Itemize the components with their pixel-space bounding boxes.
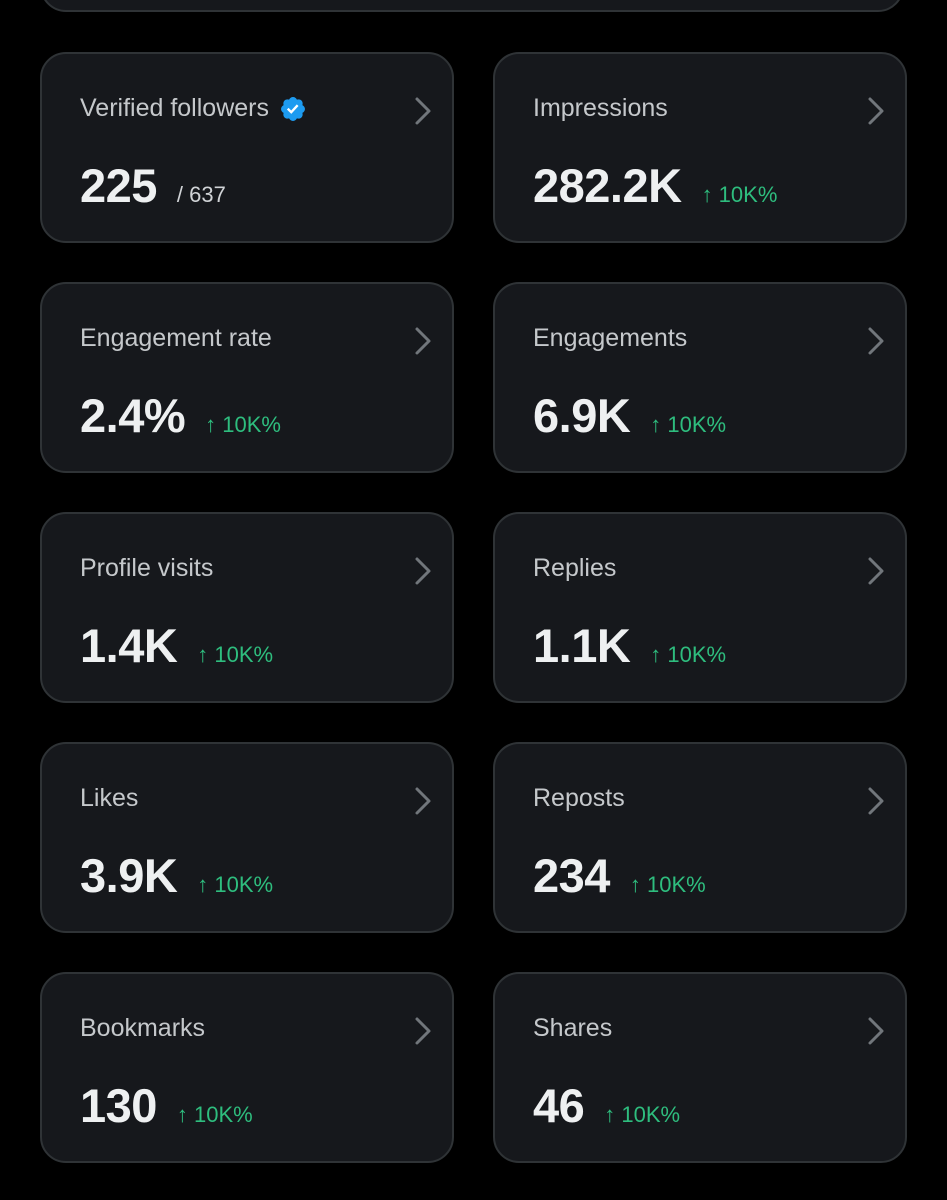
chevron-right-icon [868,327,884,355]
stat-title-label: Reposts [533,784,625,812]
stat-value: 1.1K [533,619,631,672]
stat-card-impressions[interactable]: Impressions 282.2K ↑ 10K% [493,52,907,243]
chevron-right-icon [868,97,884,125]
stat-value-row: 3.9K ↑ 10K% [80,848,273,903]
previous-stat-card[interactable] [40,0,904,12]
stat-value: 282.2K [533,159,682,212]
stat-value: 1.4K [80,619,178,672]
chevron-right-icon [868,787,884,815]
stat-value-row: 6.9K ↑ 10K% [533,388,726,443]
stat-change: ↑ 10K% [176,1102,253,1127]
stat-title: Impressions [533,94,668,123]
stat-title-label: Likes [80,784,139,812]
chevron-right-icon [415,97,431,125]
stat-value: 225 [80,159,157,212]
stat-value: 6.9K [533,389,631,442]
stat-title-label: Verified followers [80,94,269,122]
stat-change: ↑ 10K% [197,872,274,897]
stat-value: 46 [533,1079,585,1132]
chevron-right-icon [868,1017,884,1045]
stat-title: Reposts [533,784,625,813]
stat-card-replies[interactable]: Replies 1.1K ↑ 10K% [493,512,907,703]
stat-title-label: Replies [533,554,617,582]
stat-value-row: 130 ↑ 10K% [80,1078,253,1133]
stat-card-likes[interactable]: Likes 3.9K ↑ 10K% [40,742,454,933]
stat-title: Likes [80,784,138,813]
stat-change: ↑ 10K% [205,412,281,437]
chevron-right-icon [415,787,431,815]
stat-card-engagements[interactable]: Engagements 6.9K ↑ 10K% [493,282,907,473]
stat-value-row: 1.4K ↑ 10K% [80,618,273,673]
stat-card-profile-visits[interactable]: Profile visits 1.4K ↑ 10K% [40,512,454,703]
stat-title-label: Shares [533,1014,613,1042]
stat-card-bookmarks[interactable]: Bookmarks 130 ↑ 10K% [40,972,454,1163]
chevron-right-icon [868,557,884,585]
verified-badge-icon [281,96,305,121]
stat-card-verified-followers[interactable]: Verified followers 225 / 637 [40,52,454,243]
stat-value-row: 234 ↑ 10K% [533,848,706,903]
stat-value-row: 1.1K ↑ 10K% [533,618,726,673]
stat-value-row: 282.2K ↑ 10K% [533,158,777,213]
stat-value-row: 225 / 637 [80,158,226,213]
chevron-right-icon [415,1017,431,1045]
stat-title: Engagements [533,324,687,353]
stat-change: ↑ 10K% [197,642,274,667]
stat-value: 130 [80,1079,157,1132]
stat-value: 3.9K [80,849,178,902]
stat-change: ↑ 10K% [650,412,727,437]
stat-card-reposts[interactable]: Reposts 234 ↑ 10K% [493,742,907,933]
stat-title-label: Engagement rate [80,324,272,352]
stat-value: 234 [533,849,610,902]
stat-total: / 637 [176,182,226,207]
stat-title: Engagement rate [80,324,272,353]
analytics-stats-grid: Verified followers 225 / 637 Impressions… [40,52,907,1163]
stat-value: 2.4% [80,389,186,442]
stat-title-label: Engagements [533,324,688,352]
stat-value-row: 46 ↑ 10K% [533,1078,680,1133]
stat-title: Profile visits [80,554,213,583]
stat-title: Shares [533,1014,612,1043]
stat-change: ↑ 10K% [650,642,727,667]
stat-title-label: Bookmarks [80,1014,206,1042]
stat-title-label: Profile visits [80,554,214,582]
stat-card-shares[interactable]: Shares 46 ↑ 10K% [493,972,907,1163]
chevron-right-icon [415,327,431,355]
stat-value-row: 2.4% ↑ 10K% [80,388,281,443]
stat-change: ↑ 10K% [629,872,706,897]
stat-change: ↑ 10K% [604,1102,681,1127]
stat-title-label: Impressions [533,94,668,122]
stat-title: Bookmarks [80,1014,205,1043]
stat-title: Verified followers [80,94,307,123]
stat-change: ↑ 10K% [701,182,778,207]
stat-title: Replies [533,554,616,583]
stat-card-engagement-rate[interactable]: Engagement rate 2.4% ↑ 10K% [40,282,454,473]
chevron-right-icon [415,557,431,585]
